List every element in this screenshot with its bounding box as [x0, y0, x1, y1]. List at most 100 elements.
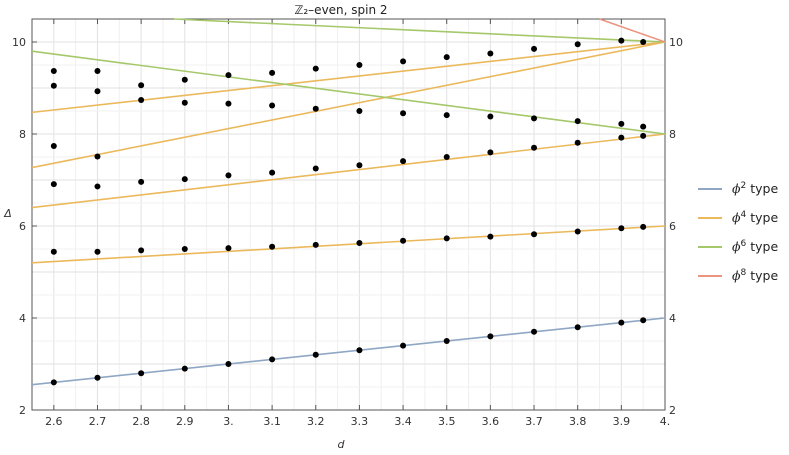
x-tick-label: 3.7 [525, 415, 543, 428]
data-point [225, 245, 232, 252]
data-point [269, 243, 276, 250]
legend-label: ϕ4 type [732, 209, 779, 226]
data-point [225, 172, 232, 179]
data-point [94, 88, 101, 95]
data-point [312, 351, 319, 358]
y-tick-label: 2 [19, 404, 26, 417]
y-tick-label-right: 4 [669, 312, 676, 325]
chart-title: ℤ₂–even, spin 2 [294, 3, 387, 17]
data-point [269, 356, 276, 363]
data-point [181, 76, 188, 83]
legend-item: ϕ2 type [698, 174, 788, 203]
series-points [50, 37, 647, 386]
data-point [531, 115, 538, 122]
data-point [356, 108, 363, 114]
data-point [356, 62, 363, 68]
series-line-4 [31, 133, 666, 209]
data-point [138, 370, 145, 377]
data-point [400, 58, 407, 65]
x-tick-label: 2.9 [176, 415, 194, 428]
data-point [138, 247, 145, 254]
data-point [181, 176, 188, 183]
data-point [356, 162, 363, 169]
series-line-4 [31, 41, 666, 169]
x-tick-label: 3.5 [438, 415, 456, 428]
data-point [618, 37, 625, 44]
data-point [531, 328, 538, 335]
data-point [487, 50, 494, 57]
legend-item: ϕ6 type [698, 232, 788, 261]
x-tick-label: 3.1 [263, 415, 281, 428]
data-point [181, 99, 188, 106]
y-tick-label-right: 6 [669, 220, 676, 233]
data-point [269, 169, 276, 176]
series-line-6 [31, 50, 666, 135]
data-point [618, 134, 625, 141]
data-point [640, 317, 647, 324]
series-lines [31, 18, 666, 386]
data-point [225, 100, 232, 107]
y-tick-label-right: 8 [669, 128, 676, 141]
legend-swatch [698, 245, 722, 248]
series-line-2 [31, 317, 666, 386]
legend-swatch [698, 274, 722, 277]
x-tick-label: 3.8 [569, 415, 587, 428]
data-point [138, 96, 145, 103]
data-point [312, 165, 319, 172]
legend-label: ϕ6 type [732, 238, 779, 255]
data-point [640, 39, 647, 45]
data-point [487, 149, 494, 156]
legend-label: ϕ8 type [732, 267, 779, 284]
data-point [312, 105, 319, 112]
data-point [640, 123, 647, 130]
x-tick-label: 3.3 [351, 415, 369, 428]
data-point [531, 144, 538, 151]
data-point [531, 45, 538, 52]
legend-swatch [698, 187, 722, 190]
data-point [94, 153, 101, 160]
data-point [356, 240, 363, 247]
data-point [618, 319, 625, 326]
axis-ticks: 2.6 2.7 2.8 2.9 3. 3.1 3.2 3.3 3.4 3.5 3.6 3.7 3.8 3.… [12, 19, 683, 428]
data-point [487, 233, 494, 240]
x-tick-label: 2.8 [132, 415, 150, 428]
data-point [640, 132, 647, 139]
data-point [618, 120, 625, 127]
data-point [94, 374, 101, 381]
legend-swatch [698, 216, 722, 219]
series-line-4 [31, 41, 666, 114]
legend-label: ϕ2 type [732, 180, 779, 197]
plot-frame [31, 18, 666, 411]
data-point [574, 228, 581, 235]
series-line-8 [599, 18, 666, 43]
data-point [443, 235, 450, 242]
x-tick-label: 3.2 [307, 415, 325, 428]
data-point [50, 248, 57, 255]
data-point [443, 338, 450, 344]
legend: ϕ2 type ϕ4 type ϕ6 type ϕ8 type [698, 174, 788, 290]
x-tick-label: 2.7 [89, 415, 107, 428]
data-point [50, 82, 57, 89]
data-point [312, 241, 319, 248]
data-point [487, 113, 494, 120]
x-axis-label: d [338, 438, 346, 451]
data-point [50, 379, 57, 386]
x-tick-label: 4. [660, 415, 671, 428]
series-line-6 [173, 18, 666, 43]
data-point [94, 67, 101, 74]
data-point [138, 82, 145, 89]
data-point [181, 246, 188, 252]
data-point [574, 139, 581, 146]
data-point [50, 142, 57, 149]
data-point [574, 324, 581, 331]
data-point [400, 342, 407, 349]
legend-item: ϕ8 type [698, 261, 788, 290]
x-tick-label: 2.6 [45, 415, 63, 428]
y-tick-label: 4 [19, 312, 26, 325]
data-point [443, 54, 450, 61]
data-point [356, 347, 363, 354]
data-point [269, 102, 276, 109]
data-point [574, 118, 581, 125]
data-point [574, 41, 581, 48]
